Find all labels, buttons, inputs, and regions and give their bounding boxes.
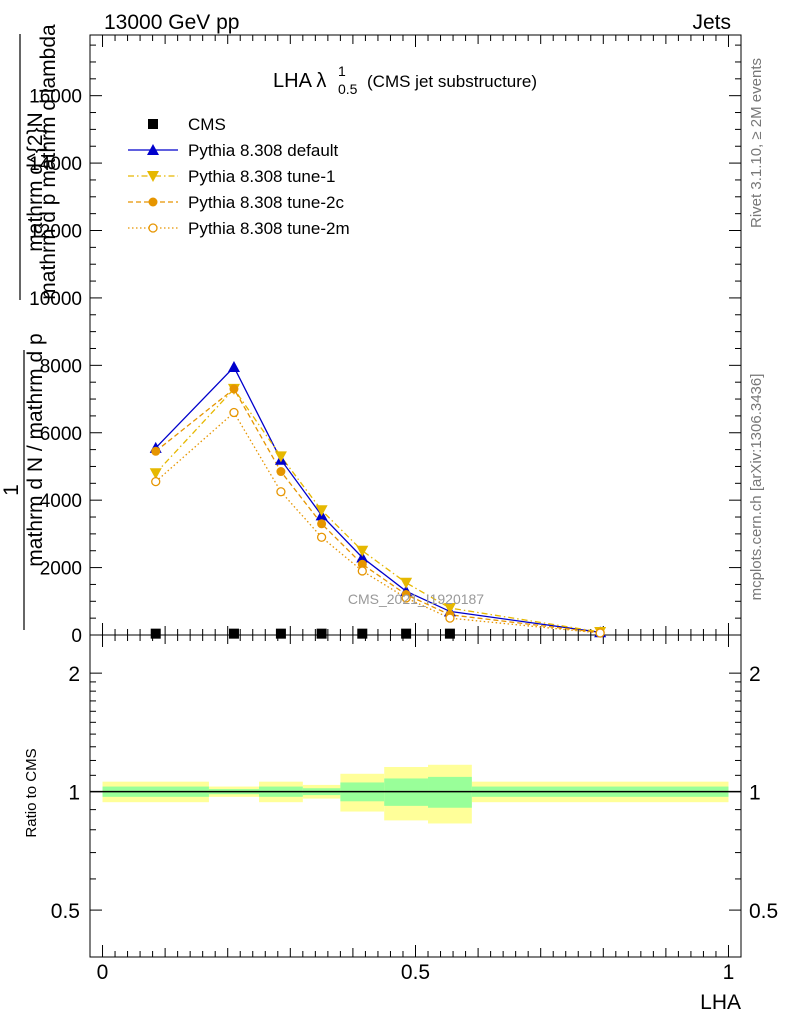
data-point-pythia-8-308-tune-2m <box>229 407 239 418</box>
title-main: LHA λ <box>273 70 326 92</box>
data-point-cms <box>228 628 239 639</box>
ylabel-small-denominator: mathrm d N / mathrm d p <box>24 333 47 566</box>
y-axis-label: mathrm d^{2}N mathrm d p mathrm d lambda… <box>0 24 60 630</box>
legend-marker <box>147 171 159 182</box>
rivet-version-label: Rivet 3.1.10, ≥ 2M events <box>748 58 765 228</box>
series-markers <box>149 361 607 639</box>
legend-marker <box>148 197 158 207</box>
y-tick-label: 6000 <box>40 424 82 445</box>
data-point-pythia-8-308-default <box>227 361 240 373</box>
legend-label: Pythia 8.308 tune-2m <box>188 219 350 238</box>
data-point-pythia-8-308-tune-1 <box>315 505 328 517</box>
ratio-y-tick-label-right: 2 <box>749 663 761 686</box>
data-point-pythia-8-308-tune-2m <box>595 628 605 638</box>
y-tick-label: 8000 <box>40 356 82 377</box>
header-right: Jets <box>692 11 731 34</box>
data-point-pythia-8-308-tune-1 <box>356 545 369 557</box>
ratio-y-tick-label-right: 0.5 <box>749 900 778 923</box>
data-point-pythia-8-308-tune-2m <box>401 593 411 603</box>
title-subscript: 0.5 <box>338 81 358 97</box>
ratio-y-tick-label-right: 1 <box>749 782 761 805</box>
data-point-pythia-8-308-tune-2c <box>357 559 367 569</box>
x-tick-label: 0.5 <box>401 961 430 984</box>
series-line-pythia-8-308-tune-1 <box>155 387 601 633</box>
ratio-y-tick-label: 1 <box>68 782 80 805</box>
y-tick-label: 14000 <box>29 154 82 175</box>
data-point-pythia-8-308-tune-2m <box>276 487 286 497</box>
series-line-pythia-8-308-default <box>155 365 601 633</box>
ratio-axis-ticks: 0.5 0.5 1 1 2 2 0 0.5 1 <box>51 635 778 984</box>
ylabel-big-denominator: mathrm d p mathrm d lambda <box>37 24 60 300</box>
data-point-cms <box>444 628 455 639</box>
y-tick-label: 4000 <box>40 491 82 512</box>
y-tick-label: 16000 <box>29 87 82 108</box>
y-tick-label: 0 <box>71 626 82 647</box>
data-point-pythia-8-308-tune-2c <box>317 519 327 529</box>
ratio-ylabel: Ratio to CMS <box>23 748 40 837</box>
x-tick-label: 0 <box>97 961 109 984</box>
ratio-y-tick-label: 0.5 <box>51 900 80 923</box>
data-point-cms <box>275 628 286 639</box>
data-point-cms <box>401 628 412 639</box>
ylabel-small-numerator: 1 <box>0 484 23 496</box>
data-point-pythia-8-308-tune-2c <box>276 467 286 477</box>
data-point-cms <box>150 628 161 639</box>
title-suffix: (CMS jet substructure) <box>367 72 537 91</box>
legend-label: CMS <box>188 115 226 134</box>
data-point-pythia-8-308-tune-2c <box>151 446 161 456</box>
y-tick-label: 2000 <box>40 559 82 580</box>
data-point-pythia-8-308-tune-1 <box>149 468 162 480</box>
series-lines <box>155 365 601 634</box>
ratio-uncertainty-bands <box>90 764 741 824</box>
legend-marker <box>148 119 158 129</box>
y-tick-label: 10000 <box>29 289 82 310</box>
data-point-cms <box>357 628 368 639</box>
main-axis-ticks: 0 2000 4000 6000 8000 10000 12000 14000 16000 <box>29 35 741 647</box>
x-axis-label: LHA <box>700 991 741 1014</box>
x-tick-label: 1 <box>723 961 735 984</box>
ylabel-big-numerator: mathrm d^{2}N <box>24 112 47 251</box>
legend-label: Pythia 8.308 default <box>188 141 339 160</box>
legend-marker <box>147 144 159 155</box>
data-point-pythia-8-308-tune-2m <box>151 476 161 487</box>
title-superscript: 1 <box>338 63 346 79</box>
data-point-pythia-8-308-tune-2m <box>445 613 455 623</box>
data-point-cms <box>316 628 327 639</box>
header-left: 13000 GeV pp <box>104 11 239 34</box>
legend-marker <box>148 223 158 233</box>
legend-label: Pythia 8.308 tune-1 <box>188 167 335 186</box>
data-point-pythia-8-308-default <box>356 551 369 563</box>
data-point-pythia-8-308-tune-2m <box>357 566 367 576</box>
data-point-pythia-8-308-tune-2m <box>316 532 327 542</box>
data-point-pythia-8-308-tune-1 <box>443 603 456 615</box>
legend-label: Pythia 8.308 tune-2c <box>188 193 344 212</box>
series-line-pythia-8-308-tune-2c <box>155 387 601 634</box>
data-point-pythia-8-308-tune-2c <box>229 384 239 394</box>
y-tick-label: 12000 <box>29 222 82 243</box>
legend: CMS Pythia 8.308 default Pythia 8.308 tune… <box>128 115 350 238</box>
ratio-y-tick-label: 2 <box>68 663 80 686</box>
analysis-watermark: CMS_2021_I1920187 <box>348 591 484 607</box>
data-point-pythia-8-308-tune-1 <box>400 577 413 589</box>
data-point-pythia-8-308-tune-1 <box>274 451 287 463</box>
mcplots-credit-label: mcplots.cern.ch [arXiv:1306.3436] <box>748 374 765 601</box>
chart-title: LHA λ 1 0.5 (CMS jet substructure) <box>273 63 537 97</box>
